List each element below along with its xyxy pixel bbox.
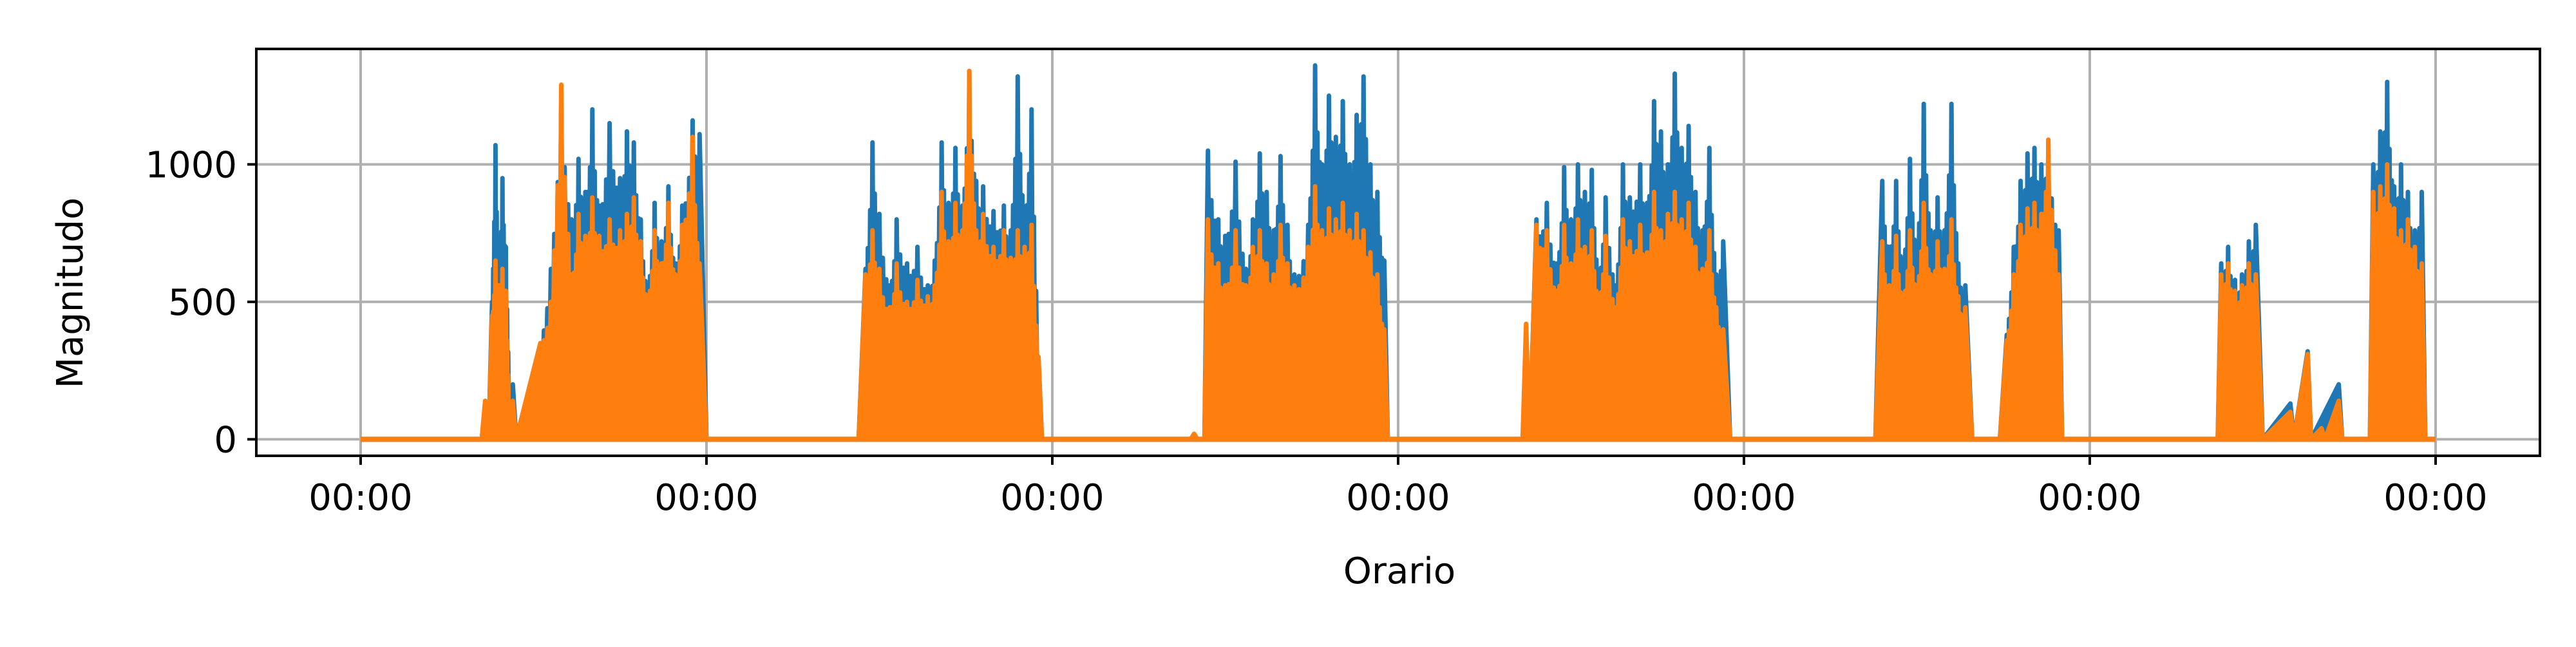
x-tick-label: 00:00 bbox=[2383, 477, 2487, 519]
series-layer bbox=[361, 63, 2436, 442]
x-tick-label: 00:00 bbox=[1346, 477, 1450, 519]
series-line bbox=[479, 82, 709, 442]
x-tick-label: 00:00 bbox=[2038, 477, 2141, 519]
y-tick-label: 500 bbox=[168, 282, 237, 324]
x-tick-label: 00:00 bbox=[1000, 477, 1104, 519]
series-burst-fill bbox=[1190, 186, 1388, 440]
y-tick-label: 1000 bbox=[145, 144, 237, 186]
series-line bbox=[1520, 189, 1732, 442]
series-burst-fill bbox=[1522, 192, 1730, 440]
plot-frame bbox=[255, 48, 2541, 457]
series-line bbox=[2215, 162, 2428, 442]
series-line bbox=[856, 68, 1045, 440]
x-axis-label: Orario bbox=[1343, 550, 1455, 592]
series-line bbox=[1873, 137, 2065, 442]
x-tick-label: 00:00 bbox=[1692, 477, 1795, 519]
y-tick-label: 0 bbox=[214, 419, 237, 461]
x-tick-label: 00:00 bbox=[308, 477, 412, 519]
series-line bbox=[1188, 184, 1390, 442]
x-tick-label: 00:00 bbox=[654, 477, 758, 519]
y-axis-label: Magnitudo bbox=[50, 198, 91, 389]
series-2 bbox=[361, 68, 2436, 442]
axes: 00:00 00:00 00:00 00:00 00:00 00:00 00:00 0 500 1… bbox=[145, 48, 2541, 519]
